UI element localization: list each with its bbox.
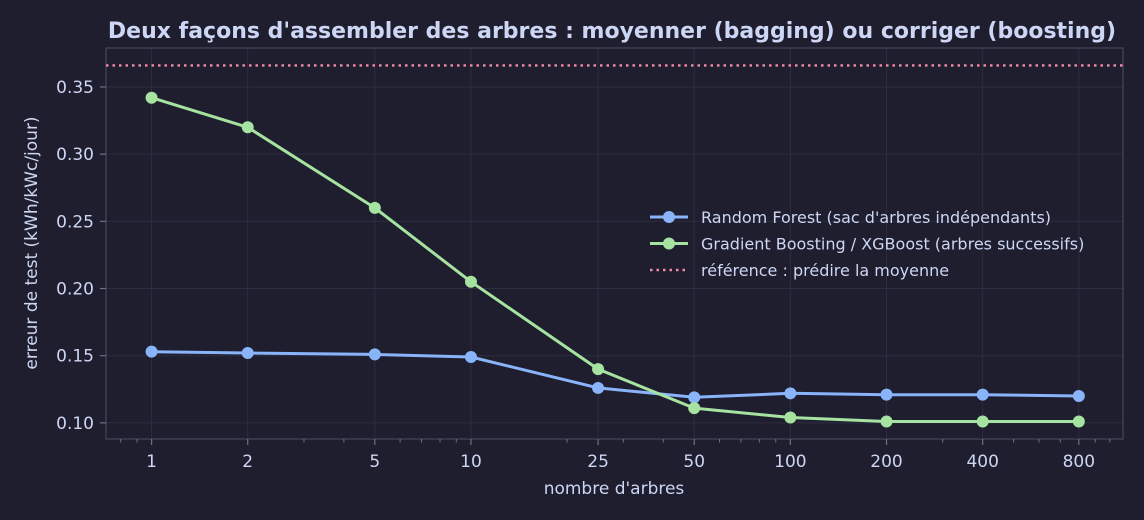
data-point (241, 347, 254, 360)
data-point (880, 388, 893, 401)
data-point (880, 415, 893, 428)
data-point (688, 391, 701, 404)
legend-label: Random Forest (sac d'arbres indépendants… (701, 208, 1051, 227)
legend-label: référence : prédire la moyenne (701, 261, 949, 280)
data-point (464, 351, 477, 364)
data-point (241, 121, 254, 134)
x-tick-label: 10 (460, 452, 482, 472)
data-point (464, 275, 477, 288)
legend-marker (663, 237, 675, 250)
plot-frame (105, 47, 1124, 440)
data-point (145, 345, 158, 358)
legend-marker (663, 211, 675, 223)
x-tick-label: 1 (146, 452, 157, 472)
y-tick-label: 0.15 (56, 347, 94, 367)
data-point (592, 363, 605, 376)
data-point (1072, 415, 1085, 428)
x-axis: 1 2 5 10 25 50 100 200 400 800 (120, 439, 1111, 472)
data-point (784, 387, 797, 400)
legend-label: Gradient Boosting / XGBoost (arbres succ… (701, 235, 1084, 254)
y-tick-label: 0.30 (56, 145, 94, 165)
x-tick-label: 200 (870, 452, 902, 472)
data-point (784, 411, 797, 424)
y-axis-label: erreur de test (kWh/kWc/jour) (22, 116, 42, 369)
data-point (1072, 390, 1085, 403)
x-tick-label: 5 (369, 452, 380, 472)
x-axis-label: nombre d'arbres (544, 479, 685, 499)
legend: Random Forest (sac d'arbres indépendants… (650, 208, 1084, 280)
series-2 (145, 91, 1085, 428)
data-point (592, 381, 605, 394)
x-tick-label: 400 (966, 452, 998, 472)
data-point (368, 348, 381, 361)
x-tick-label: 25 (587, 452, 609, 472)
y-tick-label: 0.10 (56, 414, 94, 434)
y-tick-label: 0.20 (56, 280, 94, 300)
series-line (151, 96, 1079, 423)
x-tick-label: 2 (242, 452, 253, 472)
series-1 (145, 345, 1085, 404)
series-layer (145, 91, 1085, 428)
data-point (976, 415, 989, 428)
x-tick-label: 100 (774, 452, 806, 472)
data-point (688, 402, 701, 415)
y-tick-label: 0.35 (56, 78, 94, 98)
y-tick-label: 0.25 (56, 212, 94, 232)
series-line (151, 350, 1079, 399)
y-axis: 0.10 0.15 0.20 0.25 0.30 0.35 (56, 78, 106, 434)
chart-title: Deux façons d'assembler des arbres : moy… (108, 19, 1116, 44)
data-point (368, 201, 381, 214)
data-point (145, 91, 158, 104)
x-tick-label: 50 (683, 452, 705, 472)
x-tick-label: 800 (1063, 452, 1095, 472)
grid (106, 48, 1123, 439)
data-point (976, 388, 989, 401)
